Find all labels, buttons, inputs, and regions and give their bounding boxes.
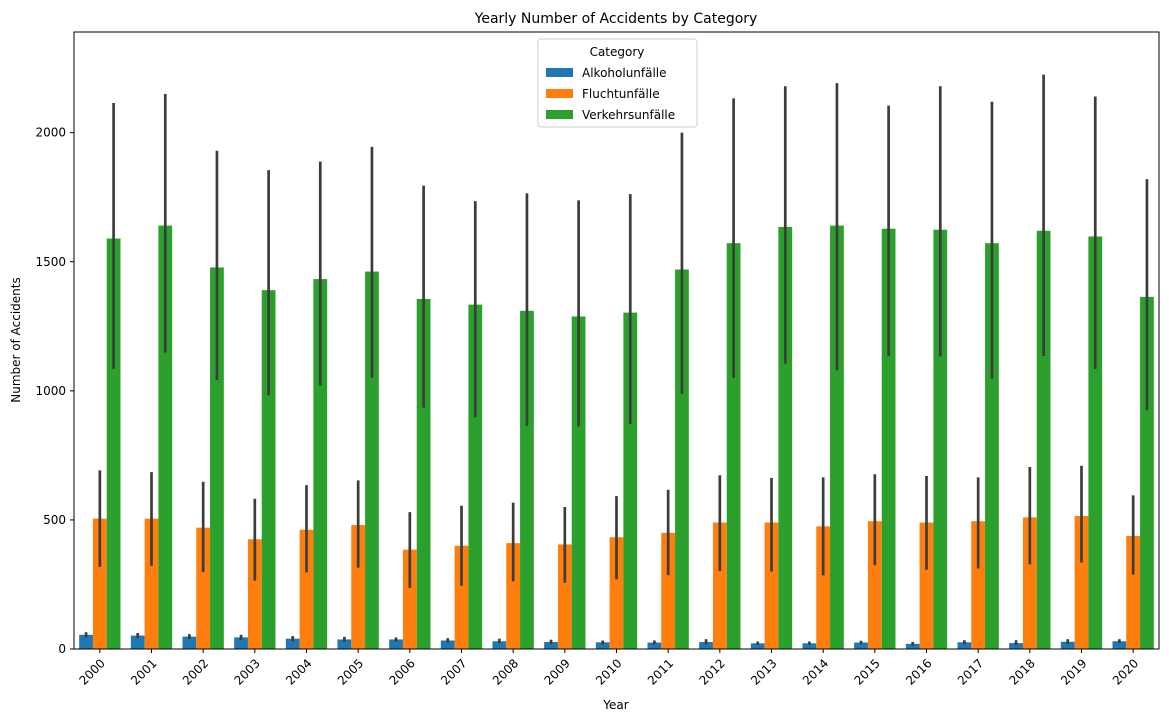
plot-frame bbox=[73, 31, 1160, 650]
bar bbox=[571, 316, 586, 649]
y-axis: 0 500 1000 1500 2000 bbox=[35, 126, 74, 656]
bar bbox=[1140, 296, 1154, 649]
bar bbox=[506, 543, 521, 649]
bar bbox=[365, 271, 379, 649]
bar bbox=[1126, 535, 1141, 649]
bar bbox=[778, 226, 793, 649]
y-tick-label: 1000 bbox=[35, 384, 66, 398]
bars-layer bbox=[79, 225, 1154, 650]
bar bbox=[389, 639, 403, 649]
bar bbox=[816, 526, 831, 649]
legend-swatch bbox=[546, 68, 573, 77]
bar bbox=[675, 269, 689, 649]
legend-box bbox=[537, 38, 698, 128]
bar bbox=[919, 522, 934, 649]
bar bbox=[957, 642, 972, 649]
bar bbox=[144, 518, 159, 649]
bar bbox=[440, 640, 455, 649]
bar bbox=[454, 545, 469, 649]
bar bbox=[1036, 230, 1051, 650]
bar bbox=[92, 518, 107, 649]
bar bbox=[971, 521, 986, 649]
error-bars-layer bbox=[84, 74, 1149, 646]
bar bbox=[905, 643, 920, 649]
bar bbox=[867, 521, 882, 649]
bar bbox=[661, 532, 676, 649]
y-tick-label: 500 bbox=[43, 513, 66, 527]
bar bbox=[1022, 517, 1037, 649]
bar bbox=[234, 637, 248, 649]
bar bbox=[261, 290, 276, 649]
chart-title: Yearly Number of Accidents by Category bbox=[474, 11, 758, 27]
bar bbox=[1060, 641, 1075, 649]
bar bbox=[79, 634, 93, 649]
bar bbox=[985, 243, 999, 649]
x-axis-label: Year bbox=[602, 698, 628, 712]
legend-entry-label: Verkehrsunfälle bbox=[582, 108, 675, 122]
bar bbox=[106, 238, 121, 649]
y-tick-label: 0 bbox=[58, 642, 66, 656]
bar bbox=[247, 539, 262, 649]
legend: Category Alkoholunfälle Fluchtunfälle Verk… bbox=[537, 38, 698, 128]
bar bbox=[881, 228, 896, 649]
bar bbox=[196, 527, 211, 649]
bar bbox=[313, 279, 328, 649]
bar bbox=[933, 229, 948, 649]
y-axis-label: Number of Accidents bbox=[9, 277, 23, 403]
y-tick-label: 1500 bbox=[35, 255, 66, 269]
bar bbox=[1088, 236, 1103, 650]
bar bbox=[750, 643, 765, 649]
bar bbox=[285, 638, 300, 649]
bar bbox=[699, 642, 713, 649]
bar bbox=[557, 544, 572, 649]
bar bbox=[609, 537, 624, 649]
bar bbox=[830, 225, 844, 649]
legend-entry-label: Alkoholunfälle bbox=[582, 66, 667, 80]
bar bbox=[130, 635, 145, 649]
bar bbox=[1112, 641, 1127, 649]
bar bbox=[544, 642, 558, 649]
bar bbox=[1074, 516, 1089, 649]
bar bbox=[210, 267, 224, 649]
legend-swatch bbox=[546, 110, 573, 119]
bar bbox=[520, 310, 534, 649]
bar bbox=[299, 529, 314, 649]
bar bbox=[468, 304, 483, 649]
bar bbox=[726, 243, 741, 649]
bar bbox=[1009, 643, 1023, 649]
bar bbox=[416, 298, 431, 649]
bar bbox=[623, 312, 638, 649]
bar bbox=[337, 639, 352, 649]
bar bbox=[854, 642, 868, 649]
legend-entry-label: Fluchtunfälle bbox=[582, 87, 660, 101]
bar bbox=[802, 643, 817, 649]
bar bbox=[647, 642, 662, 649]
y-tick-label: 2000 bbox=[35, 126, 66, 140]
bar bbox=[712, 522, 727, 649]
bar bbox=[595, 642, 610, 649]
bar bbox=[764, 522, 779, 649]
bar bbox=[351, 525, 366, 649]
bar bbox=[402, 549, 417, 649]
bar bbox=[158, 225, 173, 649]
bar bbox=[182, 636, 197, 649]
legend-title: Category bbox=[590, 45, 645, 59]
legend-swatch bbox=[546, 89, 573, 98]
bar bbox=[492, 641, 507, 649]
